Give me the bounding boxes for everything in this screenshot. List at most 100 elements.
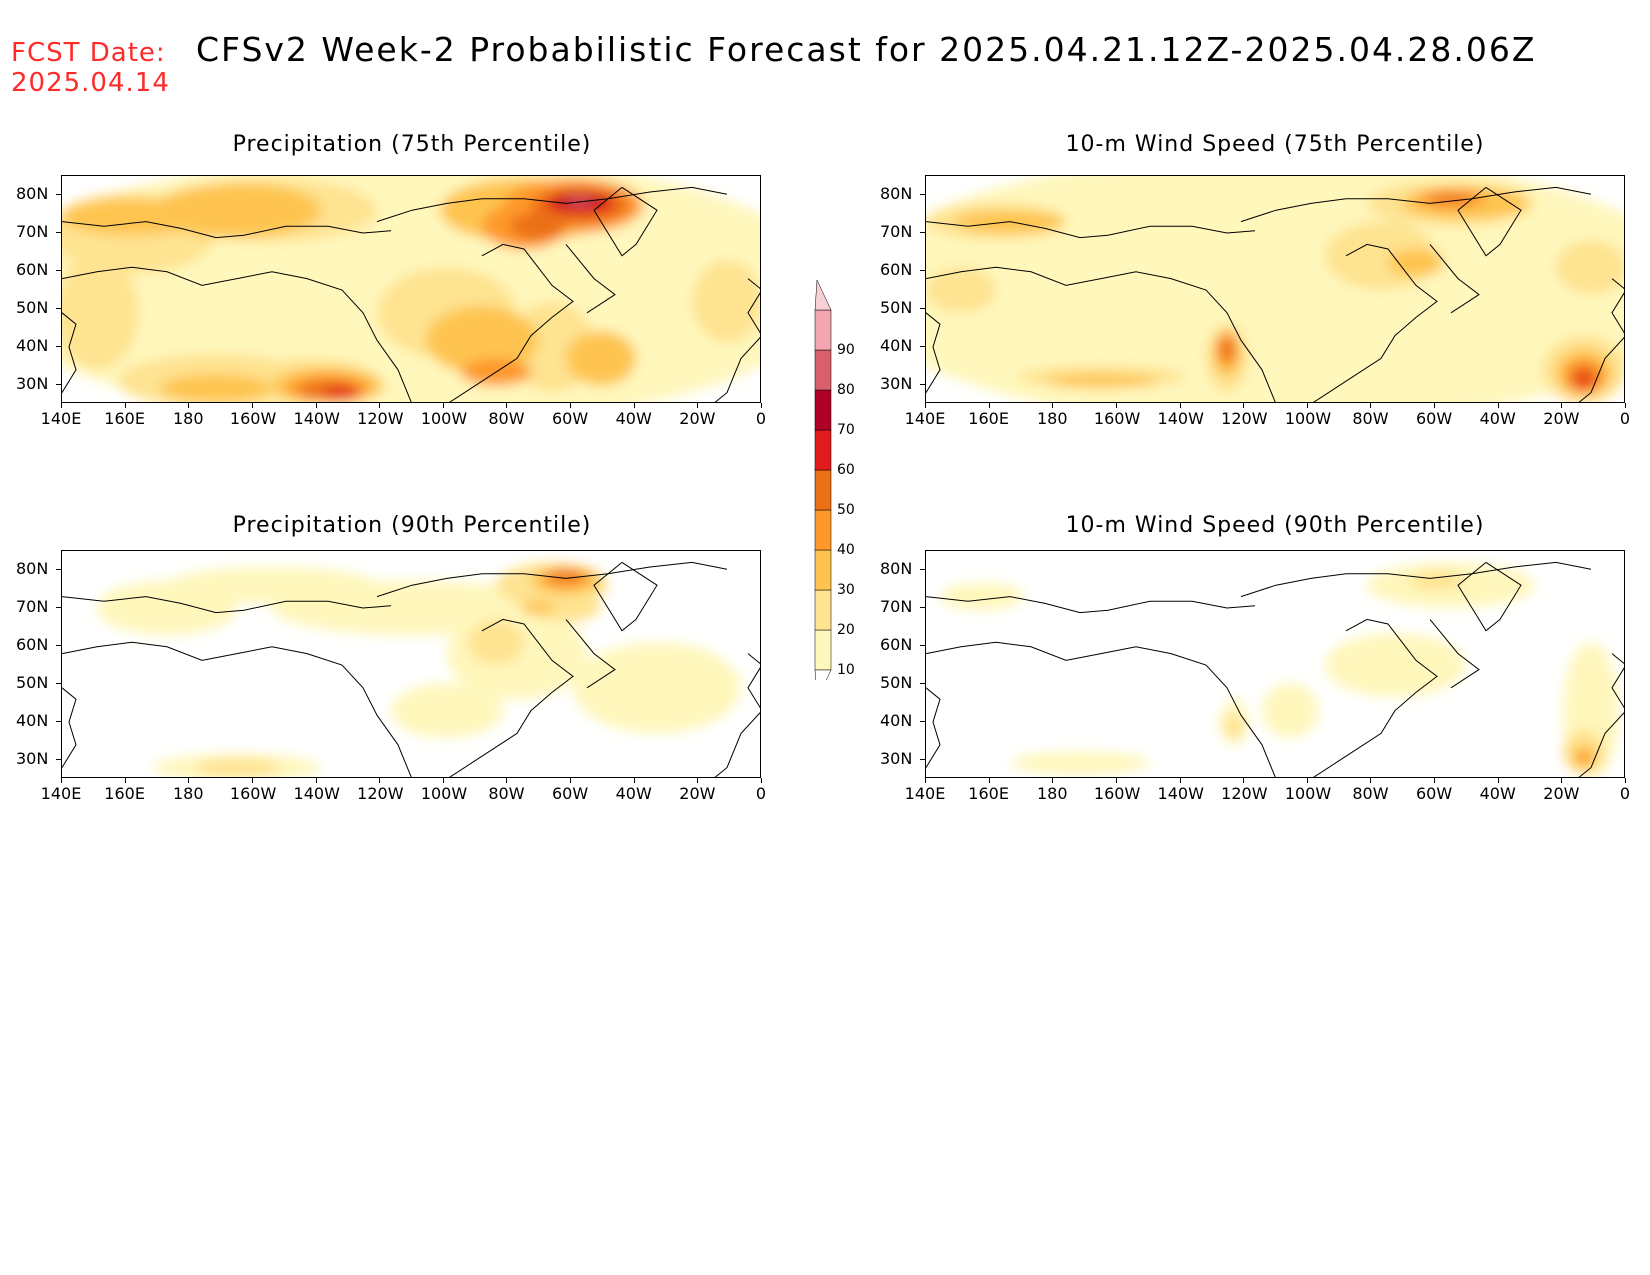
lon-label: 40W: [1479, 409, 1516, 428]
map-field-wind90: [926, 561, 1624, 777]
colorbar-max-arrow: [814, 279, 832, 311]
lon-label: 160W: [229, 784, 277, 803]
map-frame-wind90: [925, 550, 1625, 778]
lat-label: 80N: [16, 184, 49, 203]
probability-area: [520, 601, 556, 615]
coastline: [62, 687, 77, 768]
lon-tick: [988, 778, 990, 783]
coastline: [926, 687, 941, 768]
lon-label: 100W: [420, 784, 468, 803]
probability-area: [426, 305, 538, 375]
colorbar-swatch: [814, 309, 832, 351]
colorbar-swatch: [814, 589, 832, 631]
colorbar-swatch: [814, 509, 832, 551]
lat-tick: [56, 194, 61, 195]
lon-label: 140E: [40, 409, 82, 428]
colorbar-swatch: [814, 429, 832, 471]
colorbar-level-label: 90: [837, 342, 855, 358]
coastline: [449, 618, 574, 777]
map-frame-precip75: [61, 175, 761, 403]
coastline: [1457, 186, 1522, 257]
probability-area: [62, 255, 139, 370]
lat-tick: [56, 384, 61, 385]
lon-label: 0: [755, 784, 767, 803]
lon-label: 20W: [1543, 784, 1580, 803]
lon-label: 20W: [679, 409, 716, 428]
lon-tick: [442, 403, 444, 408]
colorbar-level-label: 40: [837, 542, 855, 558]
coastline: [376, 186, 728, 223]
lon-tick: [1179, 778, 1181, 783]
probability-area: [940, 582, 1024, 611]
lat-tick: [56, 683, 61, 684]
lat-tick: [920, 569, 925, 570]
lon-tick: [1434, 778, 1436, 783]
coastline: [593, 186, 658, 257]
coastline: [1240, 186, 1592, 223]
probability-area: [1409, 571, 1465, 590]
lon-label: 160W: [1093, 784, 1141, 803]
probability-area: [1325, 633, 1465, 697]
map-frame-precip90: [61, 550, 761, 778]
coastline: [1429, 244, 1480, 314]
coastline: [1313, 243, 1438, 402]
lat-label: 50N: [880, 298, 913, 317]
panel-title-precip75: Precipitation (75th Percentile): [232, 132, 592, 157]
lat-label: 60N: [880, 260, 913, 279]
coastline: [449, 243, 574, 402]
probability-area: [1556, 239, 1624, 295]
lon-label: 140W: [1157, 409, 1204, 428]
lon-tick: [61, 778, 62, 783]
lon-tick: [188, 403, 190, 408]
lon-tick: [379, 403, 381, 408]
colorbar-level-label: 80: [837, 382, 855, 398]
lat-label: 80N: [16, 559, 49, 578]
coastline: [62, 312, 77, 393]
lon-tick: [1052, 778, 1054, 783]
forecast-date-label: FCST Date:: [11, 38, 166, 68]
lon-tick: [251, 403, 253, 408]
probability-area: [391, 683, 503, 738]
lat-label: 70N: [880, 222, 913, 241]
lon-tick: [1625, 403, 1626, 408]
coastline: [565, 619, 616, 689]
coastline: [62, 221, 392, 239]
lon-label: 100W: [1284, 409, 1332, 428]
panel-title-wind75: 10-m Wind Speed (75th Percentile): [1065, 132, 1485, 157]
lon-tick: [1434, 403, 1436, 408]
lon-label: 0: [1619, 409, 1631, 428]
lon-tick: [1497, 778, 1499, 783]
panel-title-precip90: Precipitation (90th Percentile): [232, 513, 592, 538]
lat-tick: [920, 346, 925, 347]
lon-label: 160W: [229, 409, 277, 428]
coastline: [1313, 618, 1438, 777]
lon-tick: [124, 403, 126, 408]
lon-label: 140W: [293, 409, 340, 428]
lat-label: 60N: [880, 635, 913, 654]
lon-label: 180: [1036, 409, 1068, 428]
coastline: [926, 596, 1256, 614]
colorbar-level-label: 20: [837, 622, 855, 638]
probability-area: [566, 331, 636, 386]
lon-label: 40W: [615, 409, 652, 428]
lon-label: 120W: [357, 784, 404, 803]
lon-label: 160E: [104, 409, 145, 428]
lon-label: 180: [172, 409, 204, 428]
probability-area: [1575, 374, 1593, 389]
lat-label: 30N: [880, 374, 913, 393]
lon-label: 160E: [104, 784, 145, 803]
lon-tick: [925, 778, 926, 783]
lat-label: 70N: [16, 597, 49, 616]
probability-area: [1220, 337, 1234, 361]
lon-label: 140E: [904, 409, 946, 428]
lon-label: 160E: [968, 784, 1009, 803]
lat-label: 30N: [880, 749, 913, 768]
lat-label: 80N: [880, 184, 913, 203]
lon-label: 140W: [293, 784, 340, 803]
lat-label: 60N: [16, 260, 49, 279]
probability-area: [531, 594, 601, 622]
lat-label: 40N: [880, 711, 913, 730]
lat-tick: [56, 645, 61, 646]
lat-label: 70N: [880, 597, 913, 616]
coastline: [1578, 278, 1624, 402]
